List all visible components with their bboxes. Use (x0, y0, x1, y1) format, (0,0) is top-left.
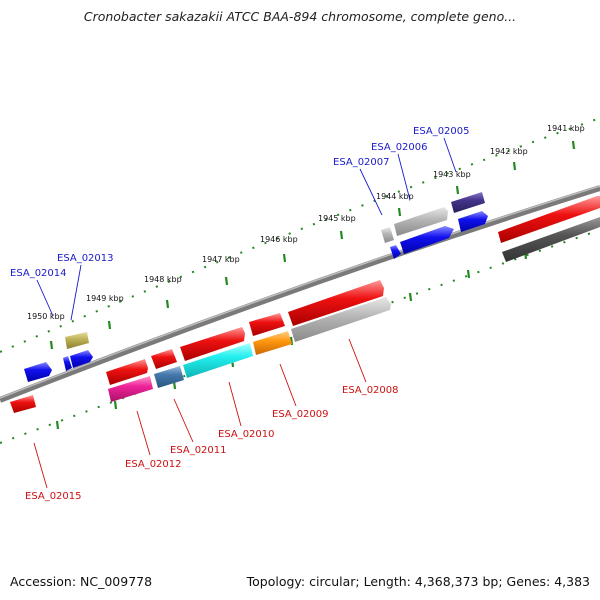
gene-ESA_02010-feature[interactable] (183, 343, 253, 378)
gene-ESA_02010-red-feature[interactable] (180, 327, 245, 361)
tick-label-1945: 1945 kbp (318, 214, 356, 223)
gene-label-ESA_02009[interactable]: ESA_02009 (272, 409, 329, 420)
tick-label-1947: 1947 kbp (202, 255, 240, 264)
gene-ESA_02015-feature[interactable] (10, 395, 36, 413)
tick-label-1943: 1943 kbp (433, 170, 471, 179)
gene-ESA_02005-feature[interactable] (451, 192, 485, 213)
tick-label-1941: 1941 kbp (547, 124, 585, 133)
tick-label-1950: 1950 kbp (27, 312, 65, 321)
gene-ESA_02008-red-feature[interactable] (288, 280, 384, 326)
gene-ESA_02011-red-feature[interactable] (151, 349, 177, 369)
genome-backbone (0, 185, 600, 403)
tick-label-1949: 1949 kbp (86, 294, 124, 303)
gene-ESA_02012-red-feature[interactable] (106, 359, 148, 385)
tick-label-1948: 1948 kbp (144, 275, 182, 284)
gene-ESA_02004-feature[interactable] (458, 211, 488, 232)
topology-text: Topology: circular; Length: 4,368,373 bp… (246, 574, 590, 589)
ruler-upper-major-ticks (49, 140, 576, 350)
gene-label-ESA_02005[interactable]: ESA_02005 (413, 126, 470, 137)
gene-label-ESA_02006[interactable]: ESA_02006 (371, 142, 428, 153)
gene-label-ESA_02010[interactable]: ESA_02010 (218, 429, 275, 440)
gene-ESA_02009-feature[interactable] (253, 331, 292, 355)
accession-text: Accession: NC_009778 (10, 574, 153, 589)
gene-label-ESA_02012[interactable]: ESA_02012 (125, 459, 182, 470)
gene-ESA_02013a-feature[interactable] (65, 332, 89, 349)
ruler-lower-major-ticks (55, 250, 528, 430)
gene-right-red-forward[interactable] (498, 196, 600, 243)
ruler-lower (0, 229, 600, 444)
genome-backbone-highlight (0, 185, 600, 399)
gene-ESA_02011-feature[interactable] (154, 366, 184, 388)
gene-label-ESA_02014[interactable]: ESA_02014 (10, 268, 67, 279)
gene-ESA_02009-red-feature[interactable] (249, 313, 285, 336)
gene-label-ESA_02008[interactable]: ESA_02008 (342, 385, 399, 396)
map-title: Cronobacter sakazakii ATCC BAA-894 chrom… (83, 9, 517, 24)
gene-ESA_02007-feature[interactable] (400, 226, 454, 254)
tick-label-1942: 1942 kbp (490, 147, 528, 156)
tick-label-1946: 1946 kbp (260, 235, 298, 244)
gene-label-ESA_02015[interactable]: ESA_02015 (25, 491, 82, 502)
gene-left-blue-feature[interactable] (24, 362, 52, 382)
gene-label-ESA_02011[interactable]: ESA_02011 (170, 445, 227, 456)
gene-ESA_02012-feature[interactable] (108, 376, 153, 402)
gene-ESA_02007b-feature[interactable] (390, 245, 401, 259)
gene-label-ESA_02007[interactable]: ESA_02007 (333, 157, 390, 168)
gene-ESA_02006-feature[interactable] (394, 207, 448, 236)
gene-ESA_02007a-feature[interactable] (381, 227, 394, 243)
tick-label-1944: 1944 kbp (376, 192, 414, 201)
leader-lines (33, 137, 457, 489)
gene-ESA_02013-feature[interactable] (70, 350, 93, 368)
gene-label-ESA_02013[interactable]: ESA_02013 (57, 253, 114, 264)
gene-right-dark-reverse[interactable] (502, 217, 600, 262)
gene-ESA_02008-feature[interactable] (291, 297, 391, 342)
gene-ESA_02014-feature[interactable] (63, 356, 72, 371)
